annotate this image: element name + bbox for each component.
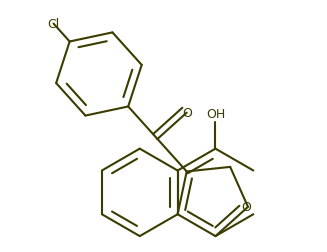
- Text: Cl: Cl: [47, 18, 60, 31]
- Text: O: O: [182, 107, 192, 120]
- Text: O: O: [241, 201, 251, 213]
- Text: OH: OH: [206, 108, 225, 121]
